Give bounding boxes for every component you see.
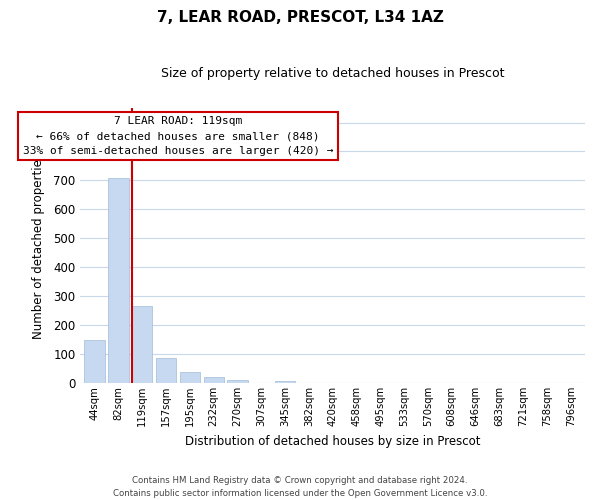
Bar	[275, 380, 295, 383]
Bar	[203, 376, 224, 383]
Bar	[85, 340, 105, 383]
Bar	[108, 178, 128, 383]
Text: Contains HM Land Registry data © Crown copyright and database right 2024.
Contai: Contains HM Land Registry data © Crown c…	[113, 476, 487, 498]
Text: 7, LEAR ROAD, PRESCOT, L34 1AZ: 7, LEAR ROAD, PRESCOT, L34 1AZ	[157, 10, 443, 25]
Bar	[180, 372, 200, 383]
Text: 7 LEAR ROAD: 119sqm
← 66% of detached houses are smaller (848)
33% of semi-detac: 7 LEAR ROAD: 119sqm ← 66% of detached ho…	[23, 116, 333, 156]
Title: Size of property relative to detached houses in Prescot: Size of property relative to detached ho…	[161, 68, 505, 80]
Y-axis label: Number of detached properties: Number of detached properties	[32, 152, 45, 338]
Bar	[227, 380, 248, 383]
Bar	[156, 358, 176, 383]
X-axis label: Distribution of detached houses by size in Prescot: Distribution of detached houses by size …	[185, 434, 481, 448]
Bar	[132, 306, 152, 383]
